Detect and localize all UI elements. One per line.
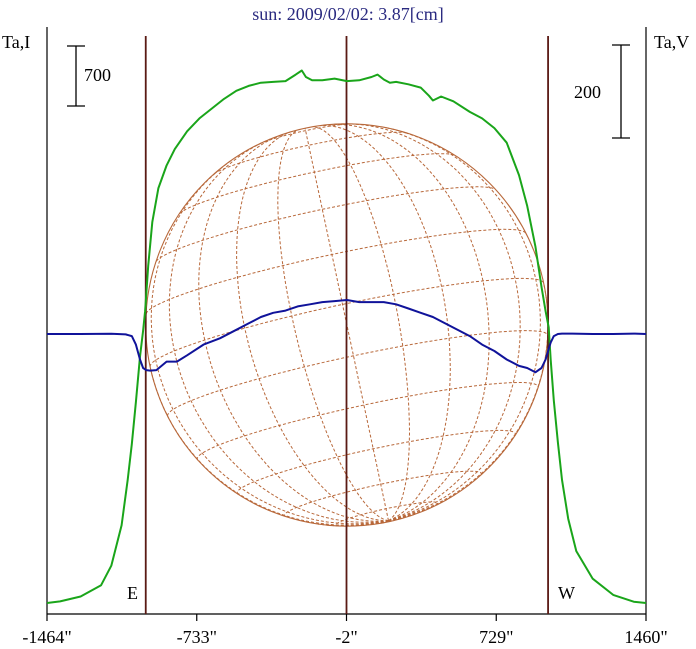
x-tick-label-0: -1464" xyxy=(22,627,71,647)
longitude-line xyxy=(168,138,389,523)
x-tick-label-2: -2" xyxy=(335,627,357,647)
right-scale-bar: 200 xyxy=(574,44,630,139)
limb-label-east: E xyxy=(127,583,138,603)
series-layer xyxy=(46,69,647,604)
left-scale-bar-label: 700 xyxy=(84,65,111,85)
left-scale-bar: 700 xyxy=(67,45,111,107)
longitude-line xyxy=(198,133,389,522)
longitude-line xyxy=(277,129,389,522)
latitude-line xyxy=(196,382,539,461)
right-scale-bar-label: 200 xyxy=(574,82,601,102)
x-tick-label-1: -733" xyxy=(177,627,217,647)
x-tick-label-4: 1460" xyxy=(624,627,667,647)
y-right-axis-label: Ta,V xyxy=(654,32,689,52)
longitude-line xyxy=(385,127,541,522)
latitude-line xyxy=(283,470,482,518)
series-intensity-line xyxy=(46,69,647,604)
longitude-line xyxy=(150,160,389,525)
latitude-line xyxy=(236,429,517,495)
solar-disk-grid xyxy=(145,123,549,527)
x-axis-ticks: -1464" -733" -2" 729" 1460" xyxy=(22,614,668,647)
longitude-line xyxy=(327,123,490,522)
chart-title: sun: 2009/02/02: 3.87[cm] xyxy=(252,4,444,24)
longitude-line xyxy=(313,126,411,522)
longitude-line xyxy=(304,128,389,521)
limb-label-west: W xyxy=(558,583,575,603)
longitude-line xyxy=(388,513,416,522)
x-tick-label-3: 729" xyxy=(479,627,513,647)
longitude-line xyxy=(149,366,389,526)
latitude-line xyxy=(155,186,496,262)
series-polarization-line xyxy=(47,299,647,374)
y-left-axis-label: Ta,I xyxy=(2,32,30,52)
longitude-line xyxy=(341,123,521,522)
